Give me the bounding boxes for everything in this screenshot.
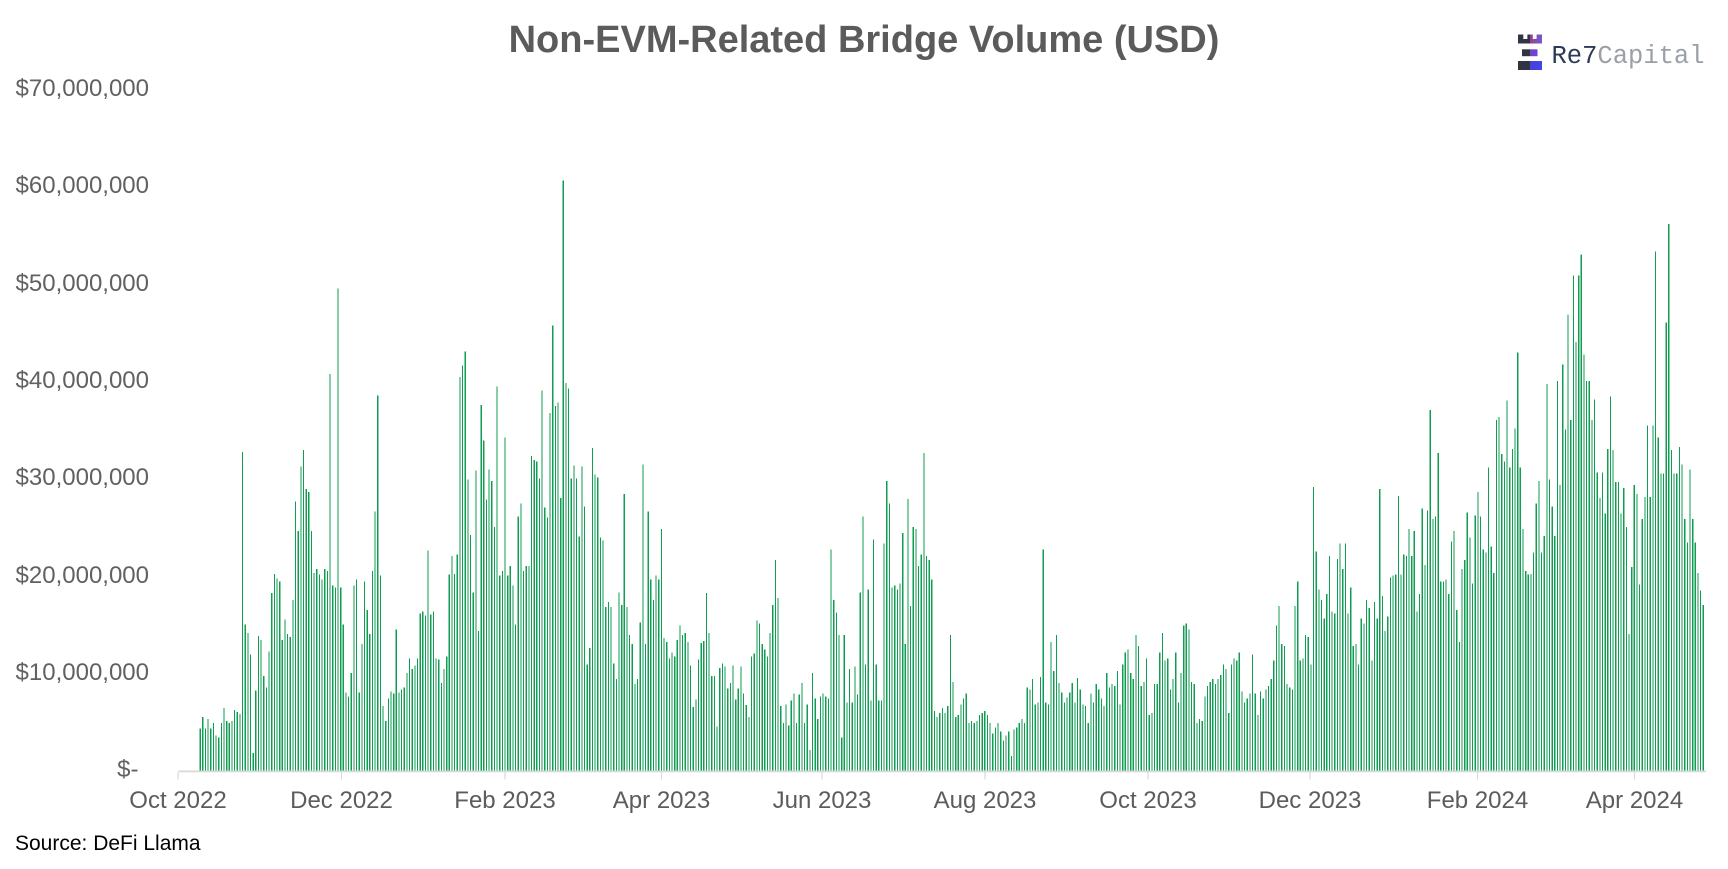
svg-text:$70,000,000: $70,000,000 xyxy=(16,75,149,102)
svg-text:$50,000,000: $50,000,000 xyxy=(16,270,149,297)
svg-text:Source: DeFi Llama: Source: DeFi Llama xyxy=(15,832,201,855)
svg-text:Jun 2023: Jun 2023 xyxy=(773,787,872,814)
svg-text:$40,000,000: $40,000,000 xyxy=(16,367,149,394)
svg-text:Feb 2023: Feb 2023 xyxy=(454,787,555,814)
svg-text:$20,000,000: $20,000,000 xyxy=(16,562,149,589)
svg-text:$60,000,000: $60,000,000 xyxy=(16,172,149,199)
svg-text:Dec 2022: Dec 2022 xyxy=(290,787,393,814)
svg-text:Apr 2023: Apr 2023 xyxy=(613,787,710,814)
svg-text:Apr 2024: Apr 2024 xyxy=(1586,787,1683,814)
svg-text:Dec 2023: Dec 2023 xyxy=(1259,787,1362,814)
svg-text:Feb 2024: Feb 2024 xyxy=(1427,787,1528,814)
svg-text:Aug 2023: Aug 2023 xyxy=(934,787,1037,814)
svg-text:Re7Capital: Re7Capital xyxy=(1552,42,1705,71)
svg-text:Oct 2022: Oct 2022 xyxy=(129,787,226,814)
svg-text:$30,000,000: $30,000,000 xyxy=(16,464,149,491)
svg-text:$-: $- xyxy=(117,756,138,783)
svg-text:$10,000,000: $10,000,000 xyxy=(16,659,149,686)
svg-text:Non-EVM-Related Bridge Volume: Non-EVM-Related Bridge Volume (USD) xyxy=(509,19,1220,61)
svg-text:Oct 2023: Oct 2023 xyxy=(1099,787,1196,814)
